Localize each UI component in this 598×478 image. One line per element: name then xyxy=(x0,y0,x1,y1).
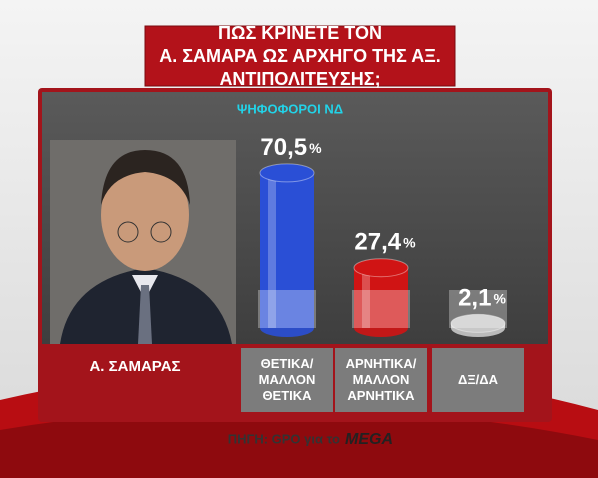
chart-title: ΠΩΣ ΚΡΙΝΕΤΕ ΤΟΝ Α. ΣΑΜΑΡΑ ΩΣ ΑΡΧΗΓΟ ΤΗΣ … xyxy=(159,22,441,89)
bar-top xyxy=(353,258,409,278)
swoosh xyxy=(0,407,598,478)
category-label: ΔΞ/ΔΑ xyxy=(432,348,524,412)
bar-sleeve xyxy=(449,290,507,328)
bar-top xyxy=(450,313,506,333)
source: ΠΗΓΗ: GPO για το xyxy=(228,431,340,446)
bar xyxy=(354,267,408,328)
value-label: 70,5% xyxy=(260,134,322,161)
category-label: ΑΡΝΗΤΙΚΑ/ ΜΑΛΛΟΝ ΑΡΝΗΤΙΚΑ xyxy=(335,348,427,412)
category-label: ΘΕΤΙΚΑ/ ΜΑΛΛΟΝ ΘΕΤΙΚΑ xyxy=(241,348,333,412)
bar xyxy=(260,172,314,328)
portrait xyxy=(50,140,236,344)
subtitle: ΨΗΦΟΦΟΡΟΙ ΝΔ xyxy=(237,101,343,116)
bar-shine xyxy=(362,267,370,328)
logo: MEGA xyxy=(345,431,393,448)
bar-top xyxy=(259,163,315,183)
bar-sleeve xyxy=(352,290,410,328)
value-label: 2,1% xyxy=(458,285,506,312)
bar-shine xyxy=(268,172,276,328)
title-banner xyxy=(144,25,456,87)
person-name: Α. ΣΑΜΑΡΑΣ xyxy=(89,358,180,375)
bar-sleeve xyxy=(258,290,316,328)
value-label: 27,4% xyxy=(354,229,416,256)
